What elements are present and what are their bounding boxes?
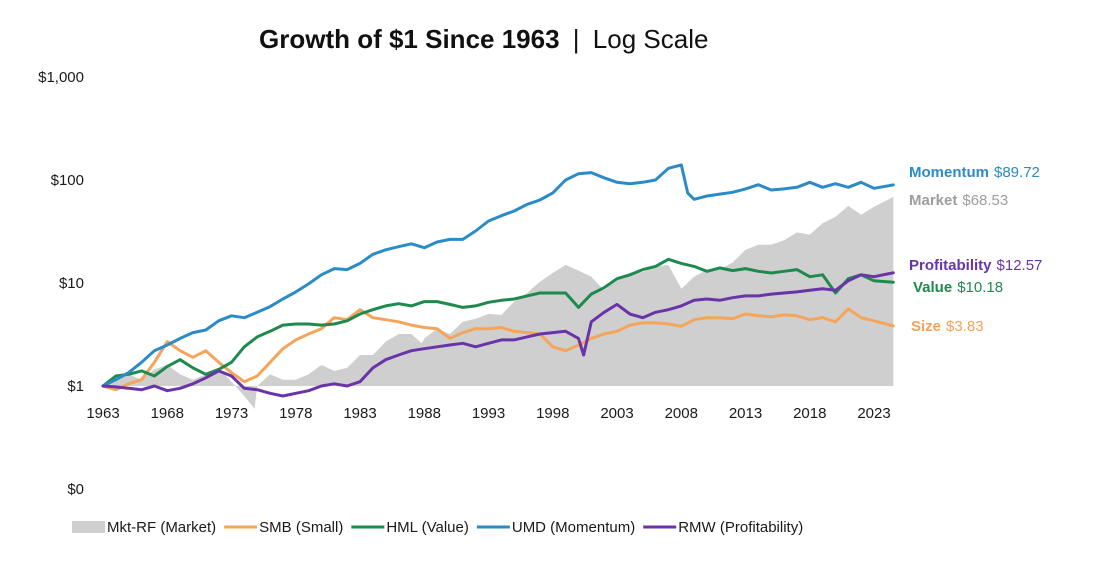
end-label-name: Momentum: [909, 164, 989, 181]
legend-item-size: SMB (Small): [224, 519, 343, 536]
plot-area: [101, 163, 895, 409]
legend-swatch: [72, 521, 105, 533]
x-tick-label: 1973: [215, 405, 248, 422]
series-line-momentum: [101, 163, 895, 388]
end-labels: Market $68.53 Size $3.83 Value $10.18 Momentum…: [909, 164, 1042, 335]
legend-label: Mkt-RF (Market): [107, 519, 216, 536]
end-label-name: Profitability: [909, 257, 992, 274]
end-label-name: Value: [913, 279, 952, 296]
end-label-value: $68.53: [962, 192, 1008, 209]
chart-title-main: Growth of $1 Since 1963: [259, 24, 560, 54]
x-tick-label: 1978: [279, 405, 312, 422]
x-tick-label: 1963: [86, 405, 119, 422]
y-tick-label: $0: [67, 481, 84, 498]
legend-label: SMB (Small): [259, 519, 343, 536]
end-label-market: Market $68.53: [909, 192, 1008, 209]
end-label-momentum: Momentum $89.72: [909, 164, 1040, 181]
legend-item-profitability: RMW (Profitability): [643, 519, 803, 536]
end-label-size: Size $3.83: [911, 318, 984, 335]
x-tick-label: 2023: [857, 405, 890, 422]
legend: Mkt-RF (Market) SMB (Small) HML (Value) UMD…: [72, 519, 803, 536]
series-area-market: [103, 196, 894, 409]
x-tick-label: 2018: [793, 405, 826, 422]
chart-title: Growth of $1 Since 1963 | Log Scale: [259, 24, 708, 54]
legend-item-value: HML (Value): [351, 519, 469, 536]
y-tick-label: $1: [67, 378, 84, 395]
x-tick-label: 1998: [536, 405, 569, 422]
chart-title-separator: |: [573, 24, 580, 54]
y-tick-label: $10: [59, 275, 84, 292]
legend-item-market: Mkt-RF (Market): [72, 519, 216, 536]
x-tick-label: 1968: [151, 405, 184, 422]
series-line-profitability: [101, 271, 895, 398]
end-label-value: $89.72: [994, 164, 1040, 181]
x-tick-label: 2008: [665, 405, 698, 422]
end-label-value: $12.57: [997, 257, 1043, 274]
x-tick-label: 1988: [408, 405, 441, 422]
x-tick-label: 1983: [343, 405, 376, 422]
end-label-value: $10.18: [957, 279, 1003, 296]
x-tick-label: 2013: [729, 405, 762, 422]
legend-label: RMW (Profitability): [678, 519, 803, 536]
y-tick-label: $100: [51, 172, 84, 189]
series-line-size: [101, 307, 895, 392]
legend-label: UMD (Momentum): [512, 519, 635, 536]
x-tick-label: 2003: [600, 405, 633, 422]
x-axis: 1963 1968 1973 1978 1983 1988 1993 1998 2003 2008…: [86, 405, 890, 422]
end-label-profitability: Profitability $12.57: [909, 257, 1042, 274]
y-tick-label: $1,000: [38, 69, 84, 86]
y-axis: $1,000 $100 $10 $1 $0: [38, 69, 84, 498]
series-line-value: [101, 257, 895, 388]
end-label-name: Market: [909, 192, 957, 209]
end-label-name: Size: [911, 318, 941, 335]
end-label-value: $3.83: [946, 318, 984, 335]
chart-subtitle: Log Scale: [593, 24, 709, 54]
x-tick-label: 1993: [472, 405, 505, 422]
end-label-value: Value $10.18: [913, 279, 1003, 296]
legend-item-momentum: UMD (Momentum): [476, 519, 635, 536]
legend-label: HML (Value): [386, 519, 469, 536]
